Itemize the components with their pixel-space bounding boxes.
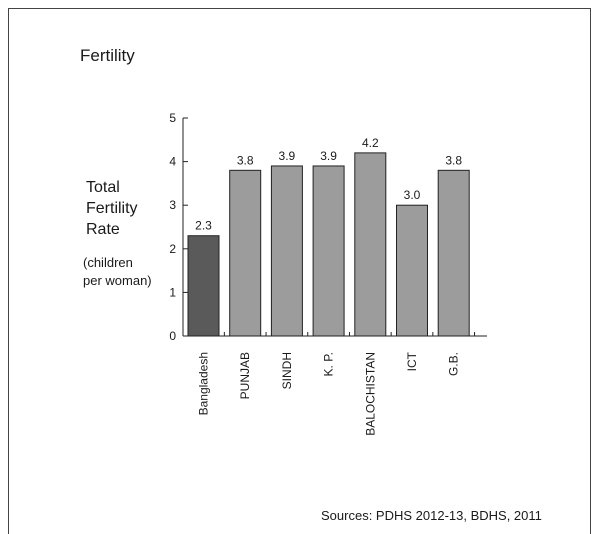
category-label: SINDH	[280, 352, 294, 389]
bar	[229, 169, 262, 337]
y-tick-label: 0	[169, 329, 176, 343]
bar	[187, 235, 220, 337]
y-axis-label-line: Rate	[86, 221, 120, 238]
category-label: G.B.	[447, 352, 461, 376]
y-tick-label: 1	[169, 285, 176, 299]
data-label: 3.9	[320, 149, 337, 163]
data-label: 3.8	[237, 153, 254, 167]
y-axis-unit: (children per woman)	[83, 254, 152, 290]
y-tick-label: 2	[169, 242, 176, 256]
data-label: 4.2	[362, 136, 379, 150]
category-label: PUNJAB	[238, 352, 252, 399]
y-axis-unit-line: (children	[83, 255, 133, 270]
data-label: 3.8	[445, 153, 462, 167]
bar	[354, 152, 387, 337]
y-axis-label: Total Fertility Rate	[86, 177, 138, 240]
bar	[312, 165, 345, 337]
source-note: Sources: PDHS 2012-13, BDHS, 2011	[321, 508, 542, 523]
y-axis-unit-line: per woman)	[83, 273, 152, 288]
y-tick-label: 4	[169, 155, 176, 169]
y-tick-label: 3	[169, 198, 176, 212]
y-axis-label-line: Fertility	[86, 200, 138, 217]
category-label: BALOCHISTAN	[363, 352, 377, 436]
bar	[396, 204, 428, 337]
data-label: 3.9	[279, 149, 296, 163]
category-label: K. P.	[322, 352, 336, 376]
bar	[437, 169, 470, 337]
bar	[270, 165, 303, 337]
category-label: Bangladesh	[197, 352, 211, 415]
data-label: 3.0	[404, 188, 421, 202]
y-tick-label: 5	[169, 111, 176, 125]
chart-title: Fertility	[80, 46, 135, 65]
data-label: 2.3	[195, 219, 212, 233]
category-label: ICT	[405, 351, 419, 371]
chart-frame	[8, 8, 591, 534]
y-axis-label-line: Total	[86, 179, 120, 196]
